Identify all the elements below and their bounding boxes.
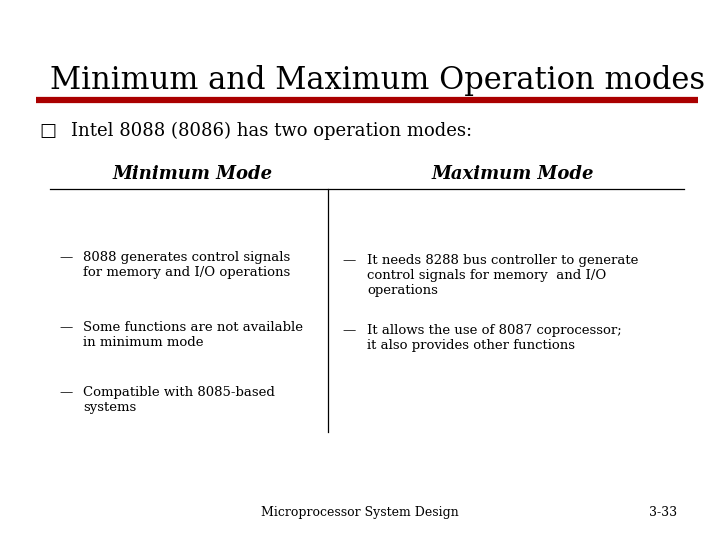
Text: Minimum Mode: Minimum Mode bbox=[112, 165, 273, 183]
Text: Maximum Mode: Maximum Mode bbox=[432, 165, 594, 183]
Text: Minimum and Maximum Operation modes: Minimum and Maximum Operation modes bbox=[50, 65, 706, 96]
Text: Microprocessor System Design: Microprocessor System Design bbox=[261, 507, 459, 519]
Text: It needs 8288 bus controller to generate
control signals for memory  and I/O
ope: It needs 8288 bus controller to generate… bbox=[367, 254, 639, 297]
Text: —: — bbox=[59, 386, 72, 399]
Text: □: □ bbox=[40, 122, 57, 139]
Text: Some functions are not available
in minimum mode: Some functions are not available in mini… bbox=[83, 321, 303, 349]
Text: 8088 generates control signals
for memory and I/O operations: 8088 generates control signals for memor… bbox=[83, 251, 290, 279]
Text: —: — bbox=[342, 324, 355, 337]
Text: —: — bbox=[59, 251, 72, 264]
Text: —: — bbox=[59, 321, 72, 334]
Text: 3-33: 3-33 bbox=[649, 507, 677, 519]
Text: Intel 8088 (8086) has two operation modes:: Intel 8088 (8086) has two operation mode… bbox=[71, 122, 472, 140]
Text: —: — bbox=[342, 254, 355, 267]
Text: It allows the use of 8087 coprocessor;
it also provides other functions: It allows the use of 8087 coprocessor; i… bbox=[367, 324, 622, 352]
Text: Compatible with 8085-based
systems: Compatible with 8085-based systems bbox=[83, 386, 274, 414]
